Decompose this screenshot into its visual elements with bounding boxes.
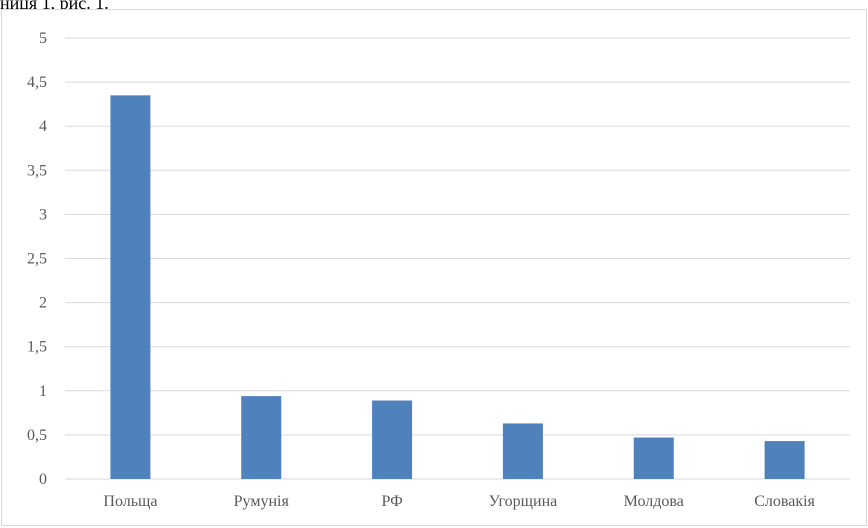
bar-3: [372, 400, 413, 479]
x-category-label: Угорщина: [489, 493, 558, 510]
bar-1: [110, 95, 151, 479]
x-category-label: Молдова: [624, 493, 684, 510]
y-tick-label: 2: [39, 295, 47, 312]
y-tick-label: 0,5: [27, 427, 47, 444]
y-tick-label: 1: [39, 383, 47, 400]
y-tick-label: 3: [39, 206, 47, 223]
x-category-label: Польща: [103, 493, 157, 510]
x-category-label: Словакія: [754, 493, 815, 510]
bar-5: [633, 437, 674, 479]
y-tick-label: 4: [39, 118, 47, 135]
x-category-label: РФ: [381, 493, 402, 510]
x-category-label: Румунія: [234, 493, 290, 510]
bar-4: [502, 423, 543, 479]
y-tick-label: 5: [39, 30, 47, 47]
y-tick-label: 4,5: [27, 74, 47, 91]
bar-2: [241, 396, 282, 479]
y-tick-label: 3,5: [27, 162, 47, 179]
y-tick-label: 1,5: [27, 339, 47, 356]
y-tick-label: 2,5: [27, 251, 47, 268]
bar-6: [764, 441, 805, 479]
y-tick-label: 0: [39, 471, 47, 488]
